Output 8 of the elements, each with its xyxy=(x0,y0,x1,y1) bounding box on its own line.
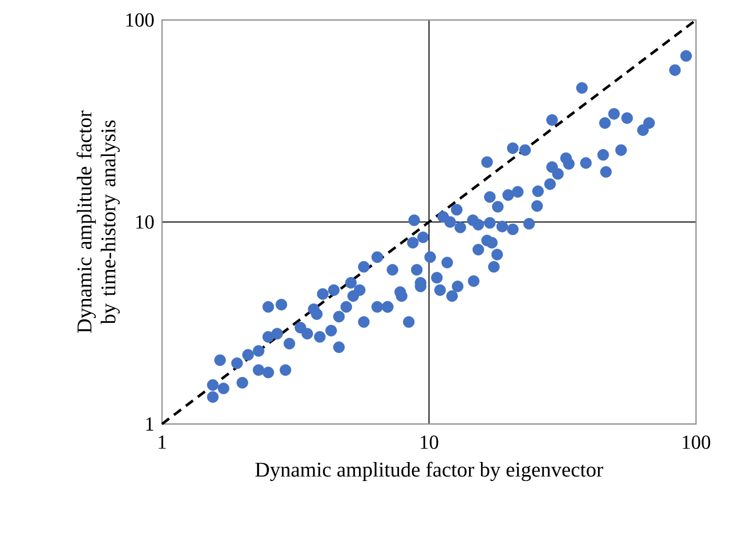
x-tick-label: 10 xyxy=(420,436,438,449)
x-tick-label: 100 xyxy=(682,436,710,449)
y-tick-label: 1 xyxy=(146,417,154,431)
y-tick-label: 10 xyxy=(136,215,154,229)
y-axis-title: Dynamic amplitude factor by time-history analysis xyxy=(76,110,120,333)
x-tick-label: 1 xyxy=(158,436,166,449)
x-axis-title: Dynamic amplitude factor by eigenvector xyxy=(255,462,604,482)
y-tick-label: 100 xyxy=(126,13,154,27)
